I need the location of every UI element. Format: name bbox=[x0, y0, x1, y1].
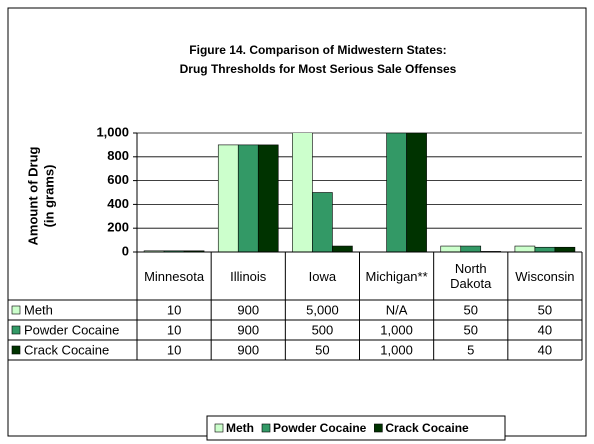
table-cell: 1,000 bbox=[380, 322, 413, 337]
table-row-label: Crack Cocaine bbox=[24, 342, 109, 357]
table-row-label: Powder Cocaine bbox=[24, 322, 119, 337]
legend-swatch bbox=[374, 423, 383, 433]
legend-swatch bbox=[261, 423, 271, 433]
table-cell: 1,000 bbox=[380, 342, 413, 357]
x-tick-label-box: Iowa bbox=[308, 268, 337, 284]
table-cell: 5,000 bbox=[306, 302, 339, 317]
x-tick-label: Minnesota bbox=[144, 268, 205, 284]
table-cell: 50 bbox=[464, 302, 478, 317]
bar bbox=[332, 245, 353, 252]
bar bbox=[406, 133, 427, 252]
x-tick-label: Wisconsin bbox=[515, 268, 575, 284]
table-row-label: Meth bbox=[24, 302, 53, 317]
bar bbox=[554, 246, 576, 252]
chart-title: Drug Thresholds for Most Serious Sale Of… bbox=[180, 62, 457, 76]
legend-swatch bbox=[11, 345, 21, 355]
bar bbox=[257, 144, 279, 252]
table-cell: 10 bbox=[167, 342, 181, 357]
x-tick-label: Michigan** bbox=[365, 268, 428, 284]
x-tick-label-box: Michigan** bbox=[365, 268, 428, 284]
table-cell: 10 bbox=[167, 322, 181, 337]
bar bbox=[386, 133, 407, 252]
bar bbox=[514, 245, 536, 252]
table-cell: N/A bbox=[386, 302, 408, 317]
y-tick-label: 200 bbox=[107, 220, 129, 235]
chart-title: Figure 14. Comparison of Midwestern Stat… bbox=[189, 43, 446, 57]
bar bbox=[534, 246, 556, 252]
x-tick-label-box: North Dakota bbox=[450, 261, 492, 291]
table-cell: 50 bbox=[538, 302, 552, 317]
bar bbox=[440, 245, 462, 252]
bars bbox=[143, 133, 576, 252]
table-cell: 5 bbox=[467, 342, 474, 357]
table-cell: 900 bbox=[237, 322, 259, 337]
legend-label: Crack Cocaine bbox=[385, 421, 469, 435]
legend-swatch bbox=[11, 305, 21, 315]
bar bbox=[217, 144, 239, 252]
table-cell: 500 bbox=[312, 322, 334, 337]
table-cell: 900 bbox=[237, 302, 259, 317]
bar bbox=[292, 133, 313, 252]
bar bbox=[237, 144, 259, 252]
table-cell: 50 bbox=[464, 322, 478, 337]
y-tick-label: 0 bbox=[122, 243, 129, 258]
x-tick-label: Iowa bbox=[308, 268, 337, 284]
bar bbox=[312, 192, 333, 252]
legend-label: Meth bbox=[226, 421, 254, 435]
x-tick-label: Illinois bbox=[230, 268, 267, 284]
y-axis-title: (in grams) bbox=[41, 165, 56, 228]
y-axis-title: Amount of Drug bbox=[25, 146, 40, 245]
bar bbox=[460, 245, 482, 252]
x-tick-label-box: Illinois bbox=[230, 268, 267, 284]
legend-swatch bbox=[214, 423, 224, 433]
x-tick-label-box: Wisconsin bbox=[515, 268, 575, 284]
table-cell: 50 bbox=[315, 342, 329, 357]
legend-label: Powder Cocaine bbox=[273, 421, 367, 435]
table-cell: 10 bbox=[167, 302, 181, 317]
table-cell: 40 bbox=[538, 322, 552, 337]
table-cell: 40 bbox=[538, 342, 552, 357]
y-tick-label: 800 bbox=[107, 148, 129, 163]
legend-swatch bbox=[11, 325, 21, 335]
table-cell: 900 bbox=[237, 342, 259, 357]
y-tick-label: 1,000 bbox=[96, 124, 129, 139]
x-tick-label-box: Minnesota bbox=[144, 268, 205, 284]
x-tick-label: North Dakota bbox=[450, 261, 492, 291]
y-tick-label: 400 bbox=[107, 196, 129, 211]
y-tick-label: 600 bbox=[107, 172, 129, 187]
legend bbox=[206, 415, 506, 441]
